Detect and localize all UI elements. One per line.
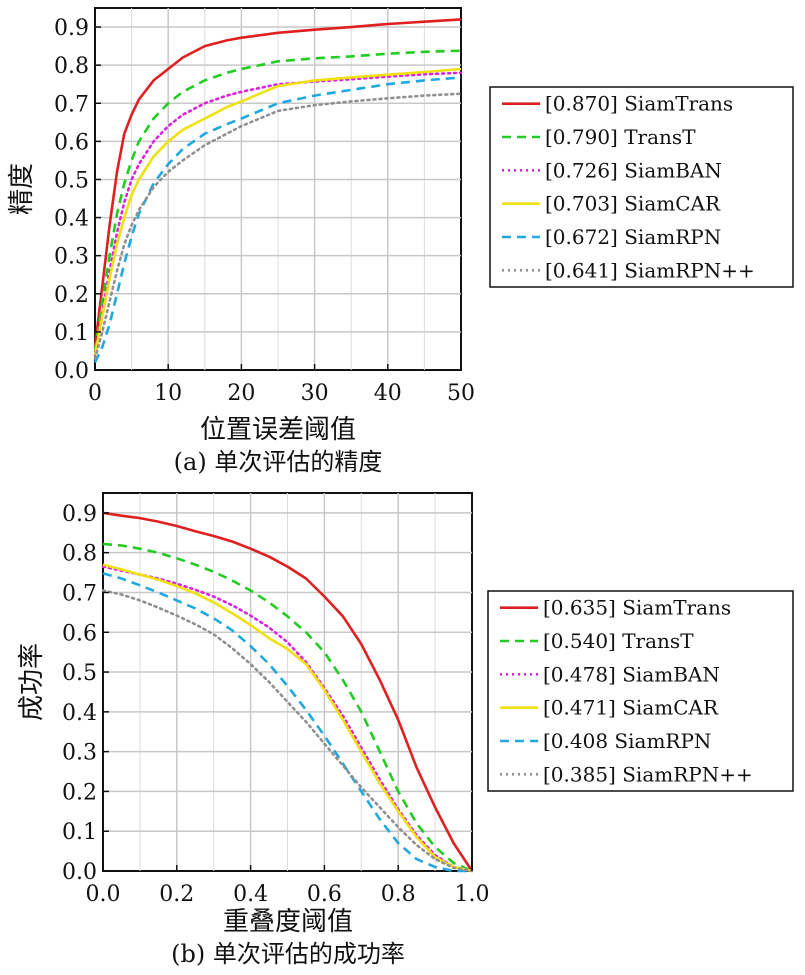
success-legend: [0.635] SiamTrans [0.540] TransT [0.478] S…: [487, 590, 794, 792]
precision-x-axis-title: 位置误差阈值: [200, 415, 356, 445]
precision-x-tick-label: 0: [88, 381, 102, 406]
success-series-line-2: [102, 542, 473, 873]
precision-y-tick-label: 0.2: [54, 283, 89, 308]
success-y-tick-label: 0.7: [62, 581, 97, 606]
precision-y-tick-label: 0.0: [54, 359, 89, 384]
success-legend-label: [0.471] SiamCAR: [543, 696, 719, 720]
precision-legend-label: [0.790] TransT: [545, 125, 696, 149]
success-legend-label: [0.635] SiamTrans: [543, 596, 731, 620]
success-legend-box: [487, 590, 794, 792]
precision-series-line-6: [93, 92, 463, 360]
precision-grid: [95, 8, 461, 370]
success-chart: 0.0 0.2 0.4 0.6 0.8 1.0 0.0 0.1 0.2 0.3 0.4 0.5 0.6 0…: [17, 492, 794, 968]
success-series-line-5: [102, 572, 472, 873]
precision-series-line-1: [93, 18, 462, 348]
precision-x-tick-label: 30: [301, 381, 329, 406]
precision-y-tick-label: 0.1: [54, 321, 89, 346]
precision-y-tick-label: 0.9: [54, 16, 89, 41]
precision-legend: [0.870] SiamTrans [0.790] TransT [0.726] S…: [489, 86, 794, 288]
precision-legend-label: [0.672] SiamRPN: [545, 225, 721, 249]
precision-y-tick-label: 0.6: [54, 130, 89, 155]
success-x-tick-label: 0.6: [307, 882, 342, 907]
success-series-line-4: [102, 563, 473, 873]
success-x-tick-label: 0.8: [381, 882, 416, 907]
precision-legend-label: [0.726] SiamBAN: [545, 158, 722, 182]
success-x-tick-label: 1.0: [455, 882, 490, 907]
success-ticks: 0.0 0.2 0.4 0.6 0.8 1.0 0.0 0.1 0.2 0.3 0.4 0.5 0.6 0…: [62, 502, 490, 907]
precision-y-tick-label: 0.3: [54, 245, 89, 270]
precision-y-tick-label: 0.7: [54, 92, 89, 117]
success-legend-label: [0.478] SiamBAN: [543, 662, 720, 686]
precision-y-tick-label: 0.5: [54, 168, 89, 193]
success-x-tick-label: 0.2: [159, 882, 194, 907]
success-y-tick-label: 0.3: [62, 741, 97, 766]
success-legend-label: [0.540] TransT: [543, 629, 694, 653]
success-y-tick-label: 0.9: [62, 502, 97, 527]
precision-series-line-3: [93, 71, 463, 357]
precision-y-axis-title: 精度: [7, 163, 37, 215]
precision-legend-label: [0.870] SiamTrans: [545, 92, 733, 116]
success-series-group: [101, 511, 474, 873]
precision-legend-label: [0.703] SiamCAR: [545, 192, 721, 216]
success-legend-label: [0.408 SiamRPN: [543, 729, 711, 753]
success-y-tick-label: 0.5: [62, 661, 97, 686]
precision-series-group: [93, 18, 463, 363]
precision-x-tick-label: 50: [447, 381, 475, 406]
precision-legend-label: [0.641] SiamRPN++: [545, 258, 755, 282]
precision-x-tick-label: 20: [227, 381, 255, 406]
success-y-axis-title: 成功率: [17, 643, 47, 721]
precision-y-tick-label: 0.8: [54, 54, 89, 79]
success-y-tick-label: 0.6: [62, 621, 97, 646]
success-grid: [103, 493, 472, 871]
success-chart-caption: (b) 单次评估的成功率: [171, 940, 405, 968]
success-y-tick-label: 0.4: [62, 701, 97, 726]
success-x-tick-label: 0.4: [233, 882, 268, 907]
precision-x-tick-label: 40: [374, 381, 402, 406]
success-legend-label: [0.385] SiamRPN++: [543, 762, 753, 786]
precision-chart: 0 10 20 30 40 50 0.0 0.1 0.2 0.3 0.4 0.5 0.6 0.7 0.8 0.…: [7, 7, 794, 476]
success-y-tick-label: 0.8: [62, 542, 97, 567]
precision-x-tick-label: 10: [154, 381, 182, 406]
success-series-line-3: [101, 565, 474, 873]
precision-chart-caption: (a) 单次评估的精度: [174, 448, 383, 476]
precision-ticks: 0 10 20 30 40 50 0.0 0.1 0.2 0.3 0.4 0.5 0.6 0.7 0.8 0.…: [54, 16, 475, 406]
success-y-tick-label: 0.2: [62, 780, 97, 805]
precision-y-tick-label: 0.4: [54, 207, 89, 232]
precision-legend-box: [489, 86, 794, 288]
success-x-axis-title: 重叠度阈值: [223, 907, 353, 937]
success-x-tick-label: 0.0: [86, 882, 121, 907]
success-series-line-1: [102, 511, 474, 872]
precision-series-line-2: [93, 49, 462, 352]
success-y-tick-label: 0.0: [62, 860, 97, 885]
success-series-line-6: [101, 589, 474, 873]
success-y-tick-label: 0.1: [62, 820, 97, 845]
precision-series-line-4: [93, 67, 462, 356]
